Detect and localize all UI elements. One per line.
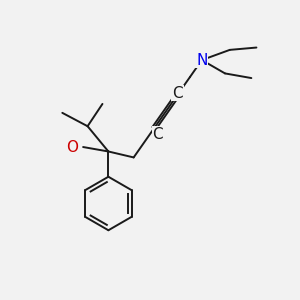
Text: O: O [66, 140, 78, 154]
Text: C: C [172, 85, 183, 100]
Text: C: C [152, 127, 163, 142]
Text: N: N [196, 52, 208, 68]
